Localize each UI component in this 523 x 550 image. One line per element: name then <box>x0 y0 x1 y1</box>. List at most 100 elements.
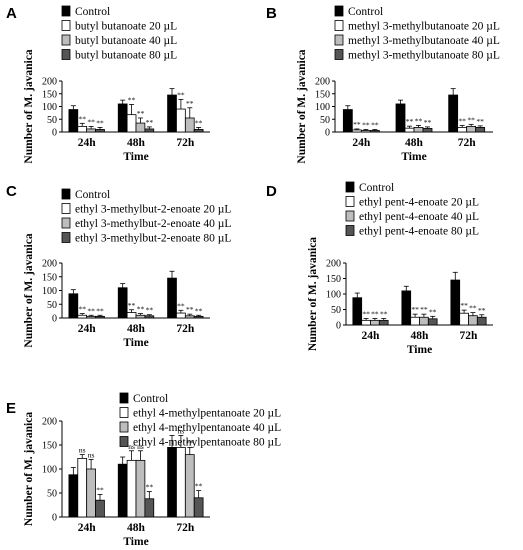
bar <box>370 319 380 326</box>
bar <box>144 498 155 518</box>
legend-item: butyl butanoate 20 µL <box>61 20 177 33</box>
y-tick-label: 100 <box>42 465 57 476</box>
bar <box>126 114 137 133</box>
bar <box>395 103 406 133</box>
bar <box>77 458 88 518</box>
legend-label: ethyl pent-4-enoate 80 µL <box>359 226 479 238</box>
legend-swatch <box>119 436 129 447</box>
bar <box>176 108 186 133</box>
bar <box>126 459 137 518</box>
legend-swatch <box>345 225 355 236</box>
x-tick-label: 72h <box>176 137 195 149</box>
significance-label: ** <box>186 305 194 314</box>
legend-swatch <box>119 421 129 433</box>
legend-item: ethyl 3-methylbut-2-enoate 40 µL <box>61 217 231 230</box>
significance-label: ** <box>458 116 466 125</box>
bar <box>459 312 469 326</box>
chart-panel-e: E Control ethyl 4-methylpentanoate 20 µL et… <box>6 392 281 548</box>
bar <box>351 129 362 133</box>
significance-label: ** <box>353 120 361 129</box>
y-tick-label: 200 <box>315 77 330 88</box>
legend-label: butyl butanoate 20 µL <box>75 21 177 33</box>
x-tick-label: 48h <box>405 137 424 149</box>
significance-label: ns <box>128 442 135 451</box>
bar <box>378 319 389 326</box>
legend-item: Control <box>334 5 383 18</box>
significance-label: ** <box>96 306 104 315</box>
legend-item: ethyl pent-4-enoate 80 µL <box>345 225 479 238</box>
legend-item: Control <box>61 5 110 18</box>
significance-label: ** <box>146 306 154 315</box>
y-tick-label: 0 <box>52 128 57 139</box>
y-tick-label: 150 <box>42 441 57 452</box>
legend: Control ethyl 4-methylpentanoate 20 µL eth… <box>119 392 281 449</box>
y-tick-label: 50 <box>47 115 57 126</box>
significance-label: ** <box>362 309 370 318</box>
legend-swatch <box>334 5 344 17</box>
legend: Control butyl butanoate 20 µL butyl butano… <box>61 5 177 62</box>
significance-label: ** <box>195 118 203 127</box>
y-tick-label: 50 <box>320 115 330 126</box>
panel-letter: D <box>266 183 277 200</box>
legend-swatch <box>61 232 71 243</box>
y-axis-title: Number of M. javanica <box>23 412 35 526</box>
legend-item: ethyl 3-methylbut-2-enoate 80 µL <box>61 232 231 245</box>
bar <box>86 128 96 133</box>
legend-swatch <box>345 210 355 222</box>
bar <box>193 497 204 518</box>
legend-swatch <box>334 20 344 31</box>
x-tick-label: 48h <box>127 522 146 534</box>
significance-label: ** <box>380 309 388 318</box>
significance-label: ** <box>371 309 379 318</box>
legend-label: Control <box>359 182 394 194</box>
bar <box>422 128 433 133</box>
y-tick-label: 200 <box>326 259 341 270</box>
bar <box>117 463 128 518</box>
chart-panel-c: C Control ethyl 3-methylbut-2-enoate 20 µL… <box>6 183 231 349</box>
legend-label: ethyl 3-methylbut-2-enoate 40 µL <box>75 218 231 230</box>
legend-item: methyl 3-methylbutanoate 80 µL <box>334 49 500 62</box>
bar <box>86 468 96 518</box>
legend-item: butyl butanoate 40 µL <box>61 34 177 47</box>
legend-label: butyl butanoate 40 µL <box>75 35 177 47</box>
y-tick-label: 100 <box>326 290 341 301</box>
bar <box>117 103 128 133</box>
y-tick-label: 200 <box>42 259 57 270</box>
x-tick-label: 24h <box>362 330 381 342</box>
bar <box>135 122 146 133</box>
y-axis-title: Number of M. javanica <box>307 237 319 351</box>
bar <box>77 314 88 319</box>
significance-label: ** <box>195 482 203 491</box>
panel-letter: C <box>6 183 17 200</box>
chart-panel-a: A Control butyl butanoate 20 µL butyl butan… <box>6 5 210 164</box>
bar <box>404 127 415 133</box>
legend-label: Control <box>75 6 110 18</box>
significance-label: ** <box>469 304 477 313</box>
legend-label: Control <box>75 189 110 201</box>
bar <box>68 474 79 518</box>
significance-label: ** <box>424 118 432 127</box>
significance-label: ns <box>178 426 185 435</box>
significance-label: ** <box>78 305 86 314</box>
legend-item: ethyl 3-methylbut-2-enoate 20 µL <box>61 203 231 216</box>
panel-letter: B <box>266 5 277 22</box>
bar <box>448 94 459 133</box>
significance-label: ** <box>96 485 104 494</box>
bar <box>144 315 155 319</box>
panel-letter: E <box>6 400 16 417</box>
legend-label: ethyl 3-methylbut-2-enoate 20 µL <box>75 204 231 216</box>
bar <box>342 109 353 133</box>
significance-label: ** <box>476 117 484 126</box>
y-tick-label: 100 <box>315 102 330 113</box>
significance-label: ** <box>128 95 136 104</box>
y-tick-label: 0 <box>52 513 57 524</box>
legend-item: ethyl pent-4-enoate 40 µL <box>345 210 479 223</box>
bar <box>193 315 204 319</box>
legend: Control ethyl pent-4-enoate 20 µL ethyl pe… <box>345 181 479 238</box>
legend-item: Control <box>61 188 110 201</box>
bar <box>184 117 195 133</box>
legend-swatch <box>345 196 355 207</box>
chart-panel-b: B Control methyl 3-methylbutanoate 20 µL me… <box>266 5 500 164</box>
chart-panel-d: D Control ethyl pent-4-enoate 20 µL ethyl p… <box>266 181 493 356</box>
